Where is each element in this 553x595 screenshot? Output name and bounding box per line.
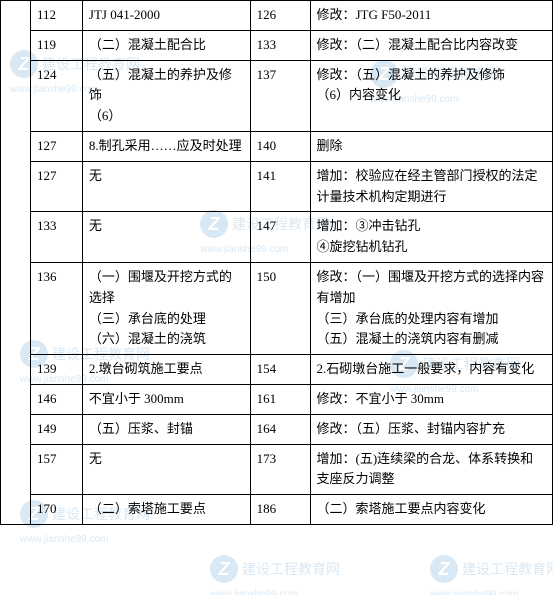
table-row: 127无141增加：校验应在经主管部门授权的法定计量技术机构定期进行: [1, 161, 553, 212]
page-num-old: 127: [30, 161, 82, 212]
table-row: 136（一）围堰及开挖方式的选择（三）承台底的处理（六）混凝土的浇筑150修改：…: [1, 262, 553, 354]
table-row: 146不宜小于 300mm161修改：不宜小于 30mm: [1, 384, 553, 414]
page-num-new: 150: [250, 262, 310, 354]
content-new: 修改：（五）压浆、封锚内容扩充: [310, 414, 553, 444]
page-num-old: 112: [30, 1, 82, 31]
page-num-old: 133: [30, 212, 82, 263]
content-old: （二）混凝土配合比: [82, 30, 250, 60]
page-num-old: 124: [30, 60, 82, 131]
content-old: （五）混凝土的养护及修饰（6）: [82, 60, 250, 131]
page-num-new: 173: [250, 444, 310, 495]
page-num-new: 164: [250, 414, 310, 444]
content-old: 无: [82, 444, 250, 495]
content-old: 无: [82, 161, 250, 212]
table-row: 133无147增加：③冲击钻孔④旋挖钻机钻孔: [1, 212, 553, 263]
content-old: 不宜小于 300mm: [82, 384, 250, 414]
page-num-new: 126: [250, 1, 310, 31]
page-num-new: 154: [250, 355, 310, 385]
watermark: Z建设工程教育网www.jianshe99.com: [210, 555, 340, 595]
content-new: 增加：(五)连续梁的合龙、体系转换和支座反力调整: [310, 444, 553, 495]
page-num-new: 161: [250, 384, 310, 414]
content-new: 增加：③冲击钻孔④旋挖钻机钻孔: [310, 212, 553, 263]
content-new: 修改：（五）混凝土的养护及修饰（6）内容变化: [310, 60, 553, 131]
table-row: 124（五）混凝土的养护及修饰（6）137修改：（五）混凝土的养护及修饰（6）内…: [1, 60, 553, 131]
content-new: （二）索塔施工要点内容变化: [310, 495, 553, 525]
content-new: 修改：（一）围堰及开挖方式的选择内容有增加（三）承台底的处理内容有增加（五）混凝…: [310, 262, 553, 354]
comparison-table: 112JTJ 041-2000126修改：JTG F50-2011119（二）混…: [0, 0, 553, 525]
table-row: 149（五）压浆、封锚164修改：（五）压浆、封锚内容扩充: [1, 414, 553, 444]
content-old: 无: [82, 212, 250, 263]
table-row: 112JTJ 041-2000126修改：JTG F50-2011: [1, 1, 553, 31]
page-num-new: 137: [250, 60, 310, 131]
page-num-old: 127: [30, 131, 82, 161]
table-row: 1278.制孔采用……应及时处理140删除: [1, 131, 553, 161]
content-old: （二）索塔施工要点: [82, 495, 250, 525]
content-new: 修改：不宜小于 30mm: [310, 384, 553, 414]
page-num-old: 139: [30, 355, 82, 385]
table-row: 170（二）索塔施工要点186（二）索塔施工要点内容变化: [1, 495, 553, 525]
content-old: （一）围堰及开挖方式的选择（三）承台底的处理（六）混凝土的浇筑: [82, 262, 250, 354]
page-num-old: 119: [30, 30, 82, 60]
content-old: （五）压浆、封锚: [82, 414, 250, 444]
page-num-old: 149: [30, 414, 82, 444]
page-num-old: 136: [30, 262, 82, 354]
table-row: 157无173增加：(五)连续梁的合龙、体系转换和支座反力调整: [1, 444, 553, 495]
table-row: 119（二）混凝土配合比133修改：（二）混凝土配合比内容改变: [1, 30, 553, 60]
page-num-old: 157: [30, 444, 82, 495]
content-new: 修改：（二）混凝土配合比内容改变: [310, 30, 553, 60]
content-new: 2.石砌墩台施工一般要求，内容有变化: [310, 355, 553, 385]
page-num-new: 141: [250, 161, 310, 212]
page-num-new: 186: [250, 495, 310, 525]
content-old: 8.制孔采用……应及时处理: [82, 131, 250, 161]
content-old: JTJ 041-2000: [82, 1, 250, 31]
content-new: 删除: [310, 131, 553, 161]
page-num-new: 147: [250, 212, 310, 263]
watermark: Z建设工程教育网www.jianshe99.com: [430, 555, 553, 595]
page-num-new: 133: [250, 30, 310, 60]
content-new: 增加：校验应在经主管部门授权的法定计量技术机构定期进行: [310, 161, 553, 212]
page-num-new: 140: [250, 131, 310, 161]
page-num-old: 170: [30, 495, 82, 525]
content-new: 修改：JTG F50-2011: [310, 1, 553, 31]
page-num-old: 146: [30, 384, 82, 414]
table-row: 1392.墩台砌筑施工要点1542.石砌墩台施工一般要求，内容有变化: [1, 355, 553, 385]
content-old: 2.墩台砌筑施工要点: [82, 355, 250, 385]
blank-column: [1, 1, 31, 525]
